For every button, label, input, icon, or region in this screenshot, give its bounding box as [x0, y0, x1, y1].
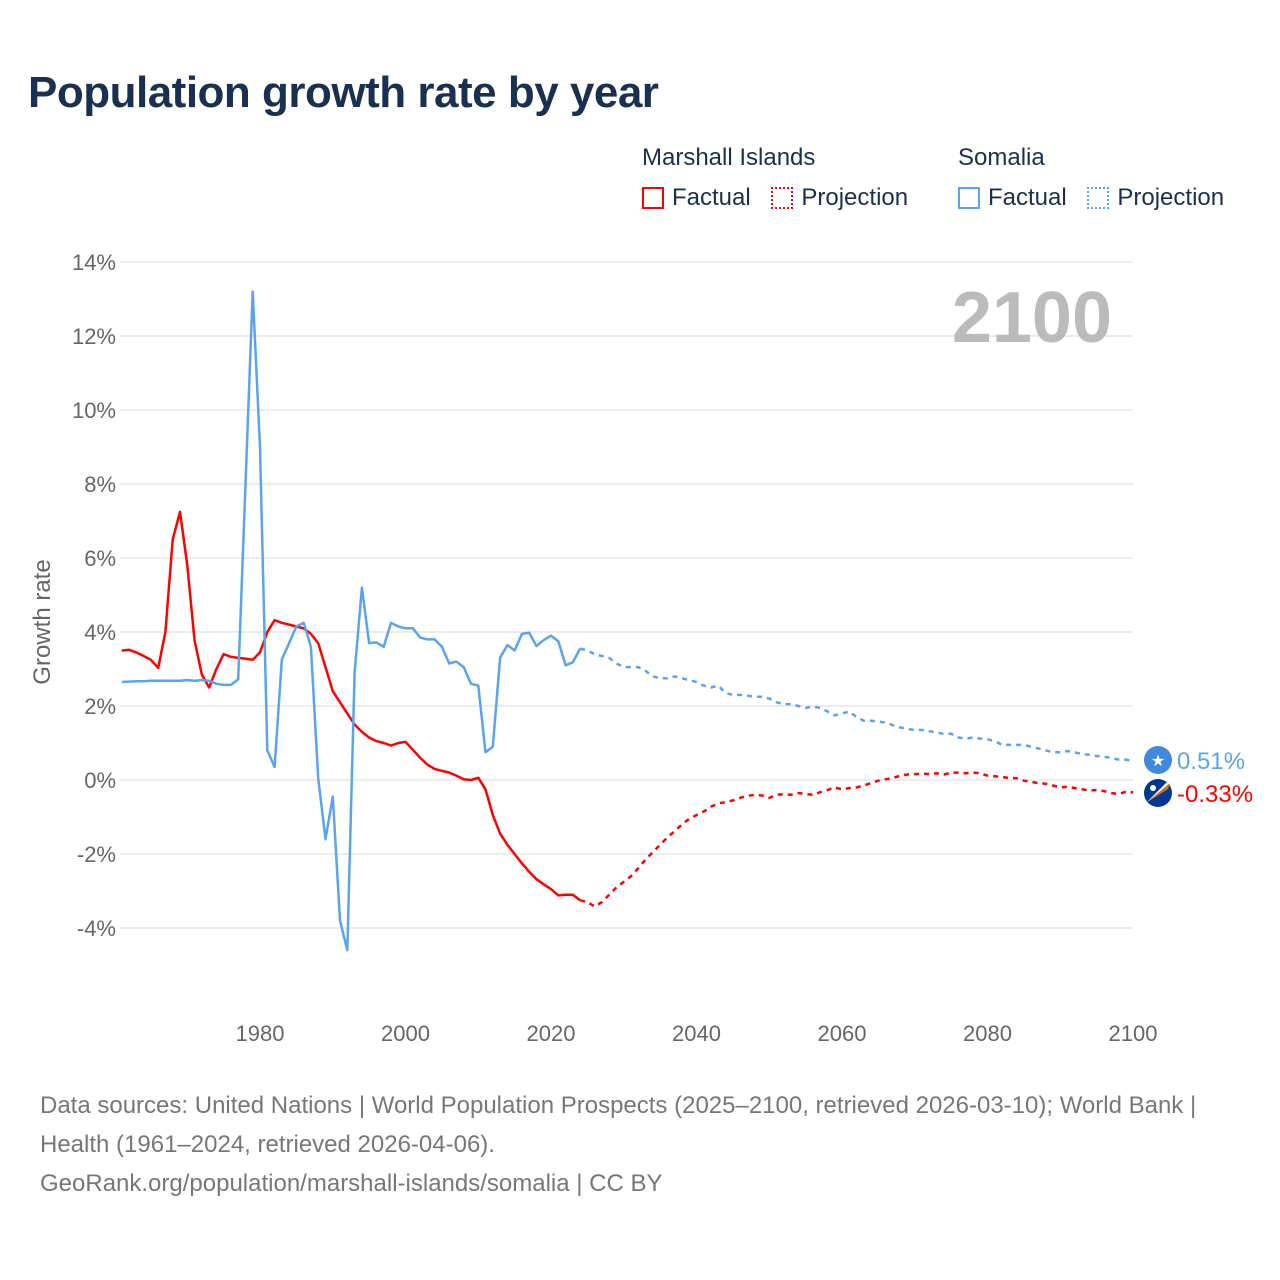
- solid-swatch-icon: [642, 187, 664, 209]
- legend-item-marshall-projection[interactable]: Projection: [771, 184, 908, 212]
- flag-stripe-white: [1146, 779, 1170, 803]
- legend-item-marshall-factual[interactable]: Factual: [642, 184, 751, 212]
- y-tick-label: 12%: [72, 324, 116, 349]
- marshall-islands-factual-line: [121, 510, 581, 902]
- somalia-projection-line: [579, 647, 1134, 763]
- end-value-label: -0.33%: [1177, 781, 1253, 808]
- flag-circle: [1144, 746, 1172, 774]
- y-tick-label: 14%: [72, 250, 116, 275]
- x-tick-label: 2060: [818, 1021, 867, 1046]
- marshall-islands-flag-icon: [1144, 779, 1172, 807]
- credit-link[interactable]: GeoRank.org/population/marshall-islands/…: [40, 1170, 663, 1197]
- end-value-label: 0.51%: [1177, 748, 1245, 775]
- y-tick-label: 8%: [84, 472, 116, 497]
- legend-item-somalia-factual[interactable]: Factual: [958, 184, 1067, 212]
- current-year-label: 2100: [952, 278, 1112, 358]
- legend-label: Factual: [988, 184, 1067, 211]
- y-tick-label: 6%: [84, 546, 116, 571]
- legend-label: Factual: [672, 184, 751, 211]
- y-tick-label: 10%: [72, 398, 116, 423]
- y-tick-label: 4%: [84, 620, 116, 645]
- legend-group-name: Somalia: [958, 144, 1045, 171]
- flag-star: [1150, 785, 1156, 791]
- y-tick-label: 2%: [84, 694, 116, 719]
- x-tick-label: 2020: [527, 1021, 576, 1046]
- y-axis-label: Growth rate: [29, 559, 56, 684]
- marshall-islands-projection-line: [579, 771, 1134, 908]
- legend-label: Projection: [801, 184, 909, 211]
- y-tick-label: -2%: [77, 842, 116, 867]
- legend-marshall-islands: Marshall Islands Factual Projection: [642, 144, 922, 216]
- legend-item-somalia-projection[interactable]: Projection: [1087, 184, 1224, 212]
- x-tick-label: 2000: [381, 1021, 430, 1046]
- dotted-swatch-icon: [771, 187, 794, 209]
- legend-somalia: Somalia Factual Projection: [958, 144, 1224, 216]
- x-tick-label: 2080: [963, 1021, 1012, 1046]
- x-tick-label: 2100: [1109, 1021, 1158, 1046]
- y-tick-label: 0%: [84, 768, 116, 793]
- line-chart: 14% 12% 10% 8% 6% 4% 2% 0% -2% -4% 1980 2000 2020 204…: [29, 250, 1253, 1046]
- x-tick-label: 1980: [236, 1021, 285, 1046]
- somalia-flag-icon: ★: [1144, 746, 1172, 774]
- footer: Data sources: United Nations | World Pop…: [40, 1086, 1240, 1203]
- somalia-factual-line: [121, 290, 582, 952]
- dotted-swatch-icon: [1087, 187, 1110, 209]
- y-tick-label: -4%: [77, 916, 116, 941]
- legend-label: Projection: [1117, 184, 1225, 211]
- solid-swatch-icon: [958, 187, 980, 209]
- legend-group-name: Marshall Islands: [642, 144, 816, 171]
- chart-title: Population growth rate by year: [28, 68, 659, 117]
- data-sources: Data sources: United Nations | World Pop…: [40, 1092, 1197, 1158]
- star-icon: ★: [1151, 753, 1165, 770]
- x-tick-label: 2040: [672, 1021, 721, 1046]
